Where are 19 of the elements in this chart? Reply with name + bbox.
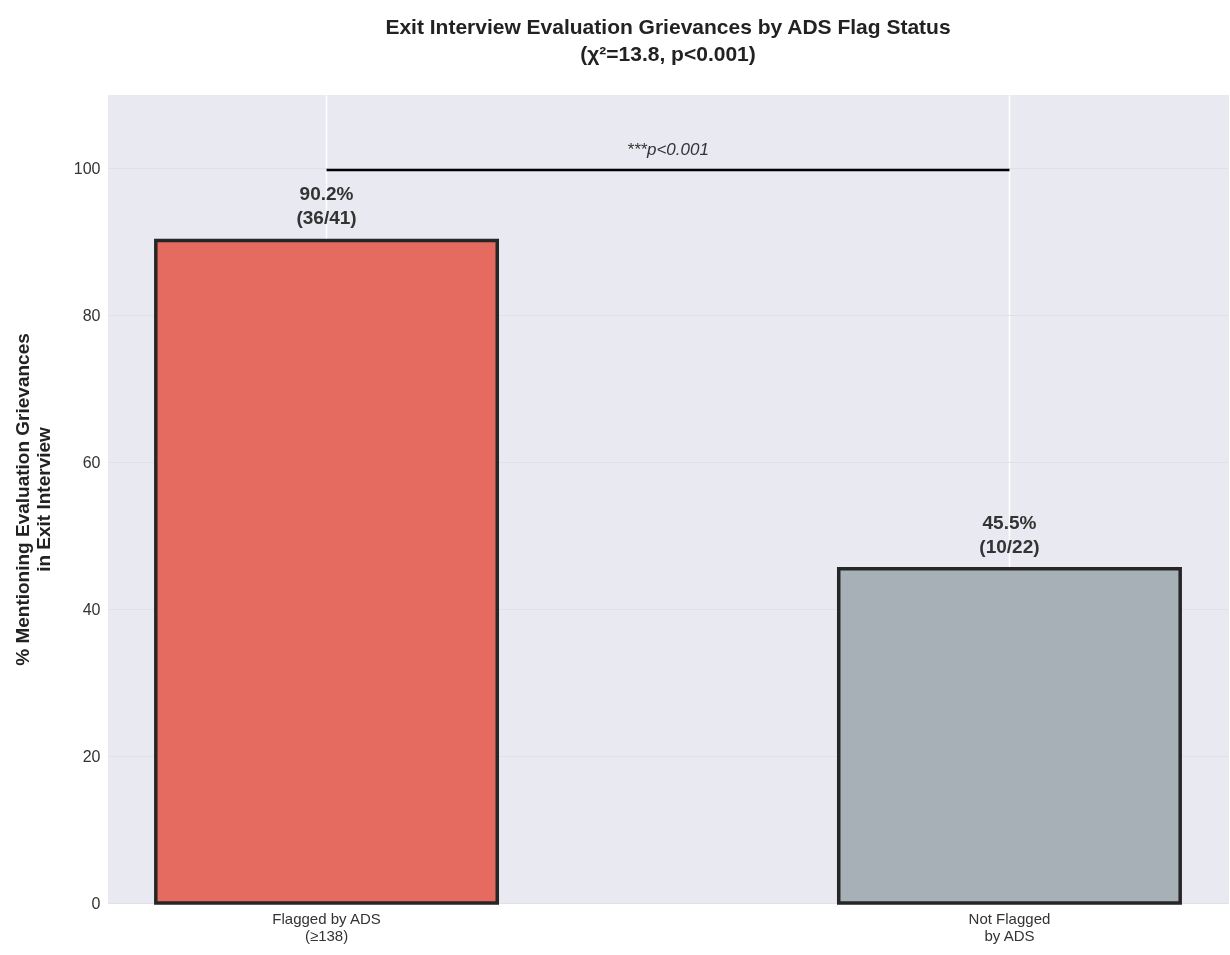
text: % Mentioning Evaluation Grievances: [11, 333, 33, 666]
text: in Exit Interview: [32, 427, 54, 572]
text: 90.2%: [299, 183, 354, 205]
y-tick-label: 20: [82, 747, 101, 765]
text: (χ²=13.8, p<0.001): [580, 42, 756, 65]
y-tick-label: 80: [82, 306, 101, 324]
y-tick-label: 0: [91, 894, 101, 912]
annotation: ***p<0.001: [627, 140, 709, 159]
category-label: by ADS: [984, 926, 1035, 944]
y-tick-label: 60: [82, 453, 101, 471]
category-label: Flagged by ADS: [272, 909, 381, 927]
category-label: Not Flagged: [968, 909, 1051, 927]
text: (36/41): [296, 207, 357, 229]
y-tick-label: 100: [73, 159, 101, 177]
text: 45.5%: [982, 511, 1037, 533]
y-tick-label: 40: [82, 600, 101, 618]
text: (10/22): [979, 535, 1040, 557]
category-label: (≥138): [304, 926, 349, 944]
text: Exit Interview Evaluation Grievances by ADS Flag Status: [385, 15, 951, 38]
